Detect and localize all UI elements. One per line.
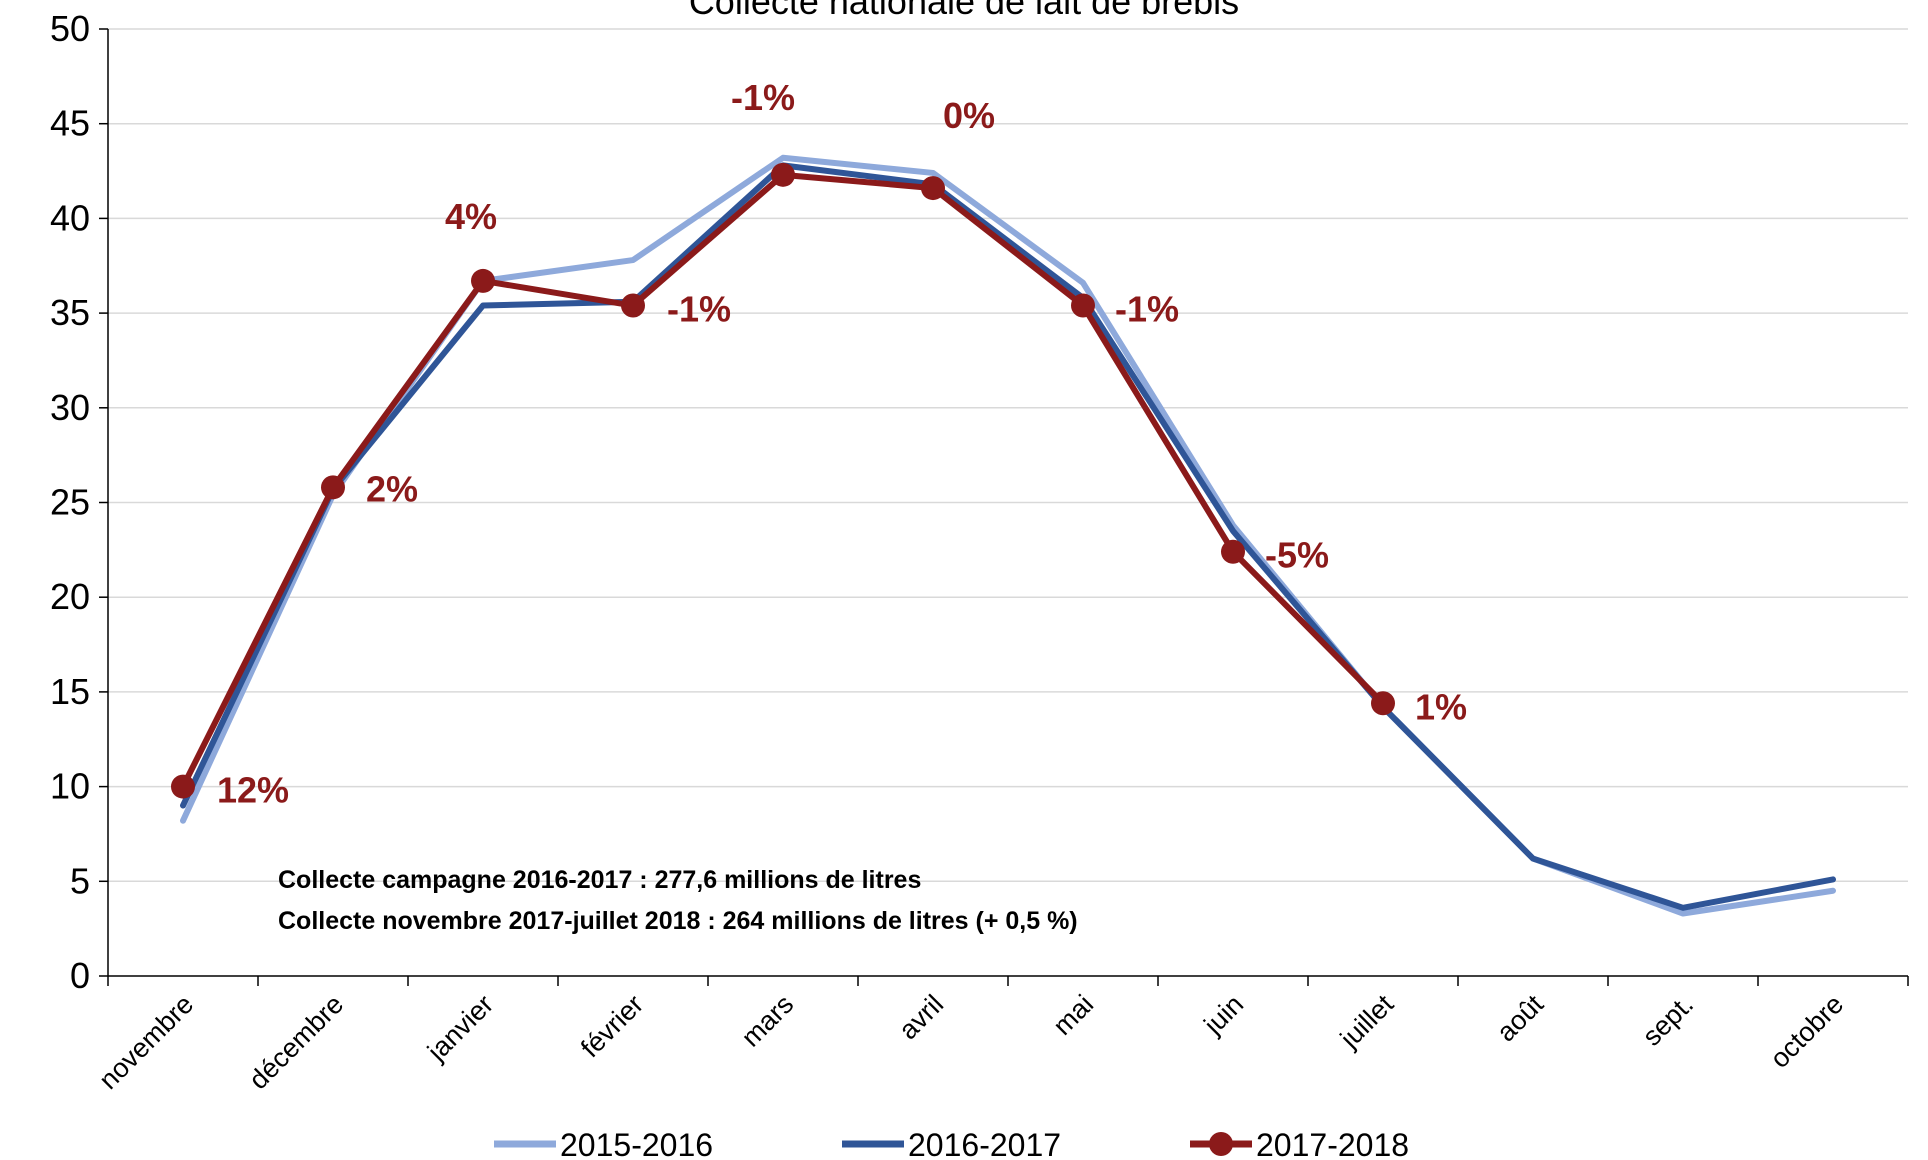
gridlines bbox=[108, 28, 1908, 883]
data-label: -5% bbox=[1265, 535, 1329, 576]
y-tick-label: 35 bbox=[50, 292, 90, 333]
series-line-2015-2016 bbox=[180, 154, 1836, 917]
y-tick-label: 25 bbox=[50, 482, 90, 523]
data-label: 4% bbox=[445, 196, 497, 237]
data-label: 12% bbox=[217, 770, 289, 811]
legend: 2015-2016 2016-2017 2017-2018 bbox=[494, 1127, 1409, 1160]
annotation-campaign-total: Collecte campagne 2016-2017 : 277,6 mill… bbox=[278, 866, 921, 894]
x-tick-label: mars bbox=[736, 989, 800, 1053]
data-label: 2% bbox=[366, 468, 418, 509]
data-labels: 12% 2% 4% -1% -1% 0% -1% -5% 1% bbox=[217, 77, 1467, 811]
y-axis-ticks: 0 5 10 15 20 25 30 35 40 45 50 bbox=[50, 8, 90, 996]
legend-label: 2016-2017 bbox=[908, 1127, 1061, 1160]
data-point-2017-2018 bbox=[1371, 691, 1395, 716]
chart-title: Collecte nationale de lait de brebis bbox=[689, 0, 1239, 22]
data-point-2017-2018 bbox=[171, 774, 195, 799]
y-tick-label: 40 bbox=[50, 197, 90, 238]
legend-marker bbox=[1209, 1132, 1233, 1156]
y-tick-label: 45 bbox=[50, 103, 90, 144]
x-tick-label: janvier bbox=[421, 989, 499, 1067]
x-tick-label: octobre bbox=[1764, 989, 1849, 1074]
legend-label: 2015-2016 bbox=[560, 1127, 713, 1160]
x-tick-label: juillet bbox=[1334, 989, 1400, 1055]
x-tick-label: avril bbox=[893, 989, 949, 1045]
axes bbox=[99, 28, 1909, 986]
legend-label: 2017-2018 bbox=[1256, 1127, 1409, 1160]
data-point-2017-2018 bbox=[471, 268, 495, 293]
data-point-2017-2018 bbox=[621, 293, 645, 318]
series-line-2016-2017 bbox=[180, 162, 1836, 911]
data-label: 0% bbox=[943, 95, 995, 136]
y-tick-label: 0 bbox=[70, 955, 90, 996]
x-tick-label: février bbox=[575, 989, 649, 1063]
x-tick-label: décembre bbox=[243, 989, 349, 1095]
x-tick-label: juin bbox=[1198, 989, 1250, 1041]
data-point-2017-2018 bbox=[771, 162, 795, 187]
data-label: -1% bbox=[1115, 289, 1179, 330]
data-label: -1% bbox=[667, 289, 731, 330]
data-label: 1% bbox=[1415, 686, 1467, 727]
x-tick-label: août bbox=[1491, 989, 1550, 1048]
data-point-2017-2018 bbox=[921, 176, 945, 201]
data-point-2017-2018 bbox=[321, 475, 345, 500]
y-tick-label: 20 bbox=[50, 576, 90, 617]
data-point-2017-2018 bbox=[1221, 539, 1245, 564]
data-point-2017-2018 bbox=[1071, 293, 1095, 318]
x-tick-label: sept. bbox=[1637, 989, 1700, 1052]
annotation-period-total: Collecte novembre 2017-juillet 2018 : 26… bbox=[278, 907, 1078, 935]
y-tick-label: 30 bbox=[50, 387, 90, 428]
y-tick-label: 10 bbox=[50, 766, 90, 807]
y-tick-label: 50 bbox=[50, 8, 90, 49]
x-tick-label: mai bbox=[1047, 989, 1099, 1041]
y-tick-label: 15 bbox=[50, 671, 90, 712]
series-lines bbox=[171, 154, 1836, 917]
y-tick-label: 5 bbox=[70, 860, 90, 901]
x-axis-ticks: novembre décembre janvier février mars avril m… bbox=[93, 989, 1849, 1095]
x-tick-label: novembre bbox=[93, 989, 199, 1095]
data-label: -1% bbox=[731, 77, 795, 118]
